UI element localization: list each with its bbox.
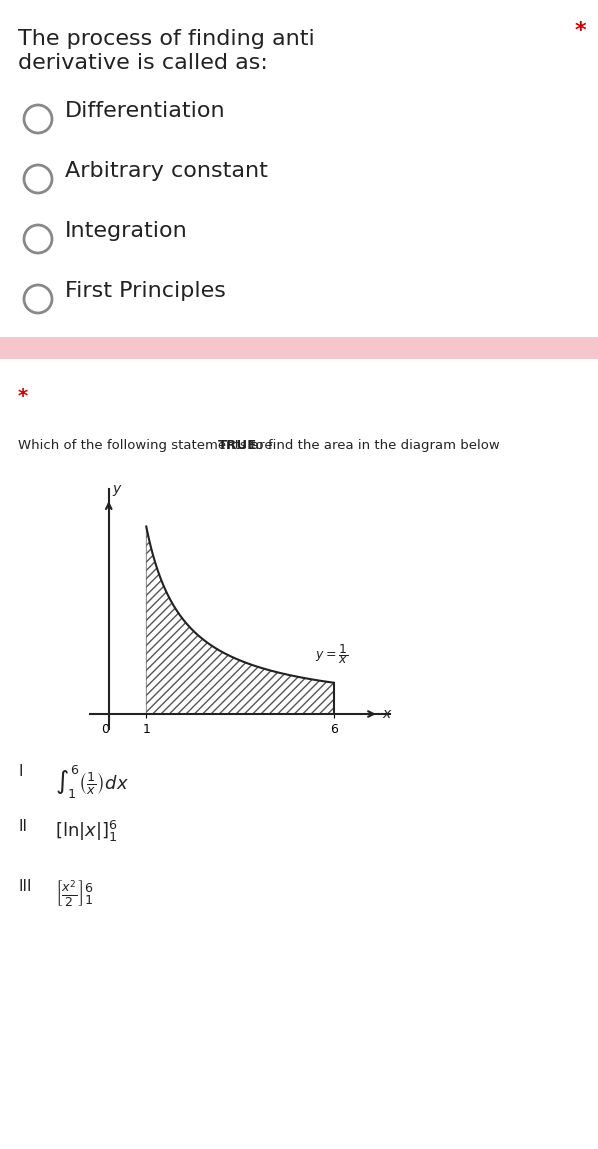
Text: $x$: $x$ [383,707,393,722]
Text: II: II [18,819,27,834]
Text: $y$: $y$ [112,484,123,499]
Text: III: III [18,879,32,894]
Text: I: I [18,764,23,779]
Text: $\left[\ln|x|\right]_{1}^{6}$: $\left[\ln|x|\right]_{1}^{6}$ [55,819,118,845]
Text: $\int_{1}^{6}\left(\frac{1}{x}\right)dx$: $\int_{1}^{6}\left(\frac{1}{x}\right)dx$ [55,764,129,801]
Text: First Principles: First Principles [65,282,226,301]
Text: *: * [18,387,28,406]
Text: TRUE: TRUE [218,439,258,452]
Text: Integration: Integration [65,221,188,241]
Text: Differentiation: Differentiation [65,101,225,121]
Text: derivative is called as:: derivative is called as: [18,53,268,74]
Text: The process of finding anti: The process of finding anti [18,29,315,49]
Text: *: * [575,21,587,41]
Text: $\left[\frac{x^{2}}{2}\right]_{1}^{6}$: $\left[\frac{x^{2}}{2}\right]_{1}^{6}$ [55,879,94,910]
Text: $y=\dfrac{1}{x}$: $y=\dfrac{1}{x}$ [315,642,348,666]
FancyBboxPatch shape [0,337,598,358]
Text: to find the area in the diagram below: to find the area in the diagram below [246,439,500,452]
Text: Which of the following statements are: Which of the following statements are [18,439,277,452]
Text: Arbitrary constant: Arbitrary constant [65,161,268,182]
